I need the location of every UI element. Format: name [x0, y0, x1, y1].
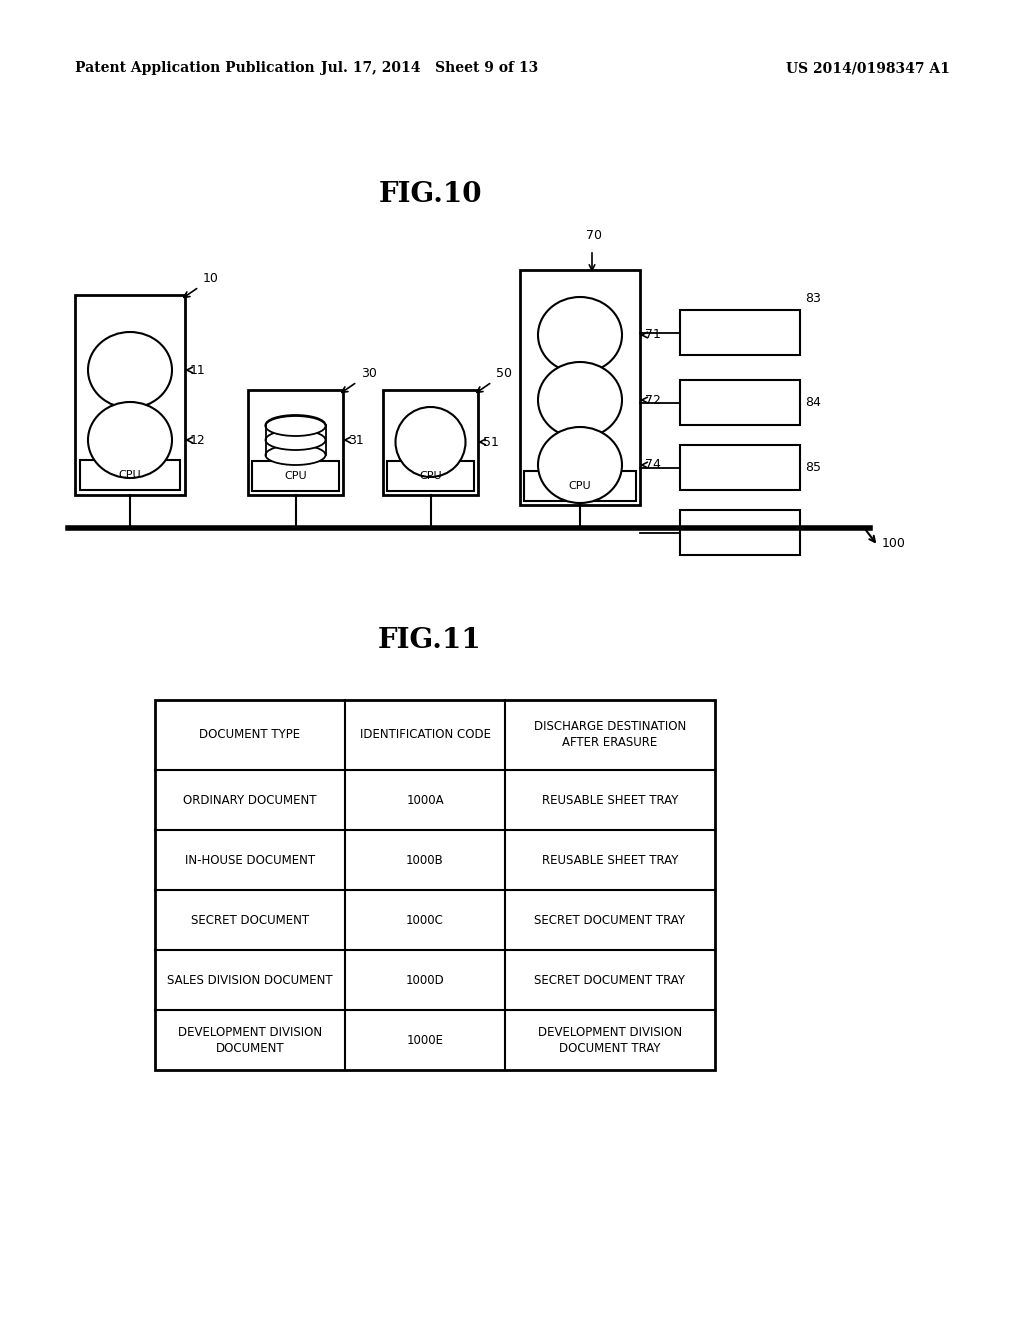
Text: 83: 83: [805, 292, 821, 305]
Ellipse shape: [265, 430, 326, 450]
Text: 72: 72: [645, 393, 660, 407]
Text: CPU: CPU: [119, 470, 141, 480]
Bar: [524, 471, 636, 502]
Ellipse shape: [538, 297, 622, 374]
Ellipse shape: [538, 362, 622, 438]
Text: 1000C: 1000C: [407, 913, 444, 927]
Text: SECRET DOCUMENT: SECRET DOCUMENT: [190, 913, 309, 927]
Text: 12: 12: [190, 433, 206, 446]
Ellipse shape: [265, 445, 326, 465]
Text: 1000E: 1000E: [407, 1034, 443, 1047]
Text: US 2014/0198347 A1: US 2014/0198347 A1: [786, 61, 950, 75]
Bar: [252, 461, 339, 491]
Text: CPU: CPU: [419, 471, 441, 480]
Bar: [383, 389, 478, 495]
Text: 1000A: 1000A: [407, 793, 443, 807]
Bar: [155, 700, 715, 1071]
Bar: [248, 389, 343, 495]
Text: 84: 84: [805, 396, 821, 409]
Text: 50: 50: [496, 367, 512, 380]
Text: DISCHARGE DESTINATION
AFTER ERASURE: DISCHARGE DESTINATION AFTER ERASURE: [534, 721, 686, 750]
Bar: [680, 445, 800, 490]
Ellipse shape: [88, 333, 172, 408]
Text: DEVELOPMENT DIVISION
DOCUMENT: DEVELOPMENT DIVISION DOCUMENT: [178, 1026, 323, 1055]
Text: 100: 100: [882, 537, 906, 550]
Text: 51: 51: [483, 436, 499, 449]
Text: ORDINARY DOCUMENT: ORDINARY DOCUMENT: [183, 793, 316, 807]
Text: 31: 31: [348, 433, 364, 446]
Ellipse shape: [538, 426, 622, 503]
Text: REUSABLE SHEET TRAY: REUSABLE SHEET TRAY: [542, 793, 678, 807]
Text: CPU: CPU: [285, 471, 307, 480]
Text: SECRET DOCUMENT TRAY: SECRET DOCUMENT TRAY: [535, 913, 685, 927]
Text: 1000D: 1000D: [406, 974, 444, 986]
Bar: [680, 310, 800, 355]
Text: 71: 71: [645, 329, 660, 342]
Text: Patent Application Publication: Patent Application Publication: [75, 61, 314, 75]
Text: FIG.10: FIG.10: [378, 181, 481, 209]
Text: CPU: CPU: [568, 480, 591, 491]
Text: DOCUMENT TYPE: DOCUMENT TYPE: [200, 729, 301, 742]
Text: FIG.11: FIG.11: [378, 627, 482, 653]
Text: SECRET DOCUMENT TRAY: SECRET DOCUMENT TRAY: [535, 974, 685, 986]
Bar: [80, 459, 180, 490]
Bar: [387, 461, 474, 491]
Text: IDENTIFICATION CODE: IDENTIFICATION CODE: [359, 729, 490, 742]
Text: 30: 30: [361, 367, 377, 380]
Text: 1000B: 1000B: [407, 854, 443, 866]
Ellipse shape: [88, 403, 172, 478]
Bar: [75, 294, 185, 495]
Text: 10: 10: [203, 272, 219, 285]
Text: IN-HOUSE DOCUMENT: IN-HOUSE DOCUMENT: [185, 854, 315, 866]
Text: 85: 85: [805, 461, 821, 474]
Text: DEVELOPMENT DIVISION
DOCUMENT TRAY: DEVELOPMENT DIVISION DOCUMENT TRAY: [538, 1026, 682, 1055]
Bar: [520, 271, 640, 506]
Text: REUSABLE SHEET TRAY: REUSABLE SHEET TRAY: [542, 854, 678, 866]
Ellipse shape: [265, 414, 326, 436]
Text: 11: 11: [190, 363, 206, 376]
Text: 74: 74: [645, 458, 660, 471]
Text: Jul. 17, 2014   Sheet 9 of 13: Jul. 17, 2014 Sheet 9 of 13: [322, 61, 539, 75]
Bar: [680, 380, 800, 425]
Bar: [680, 510, 800, 554]
Ellipse shape: [395, 407, 466, 477]
Text: 70: 70: [586, 228, 602, 242]
Text: SALES DIVISION DOCUMENT: SALES DIVISION DOCUMENT: [167, 974, 333, 986]
Ellipse shape: [265, 416, 326, 436]
